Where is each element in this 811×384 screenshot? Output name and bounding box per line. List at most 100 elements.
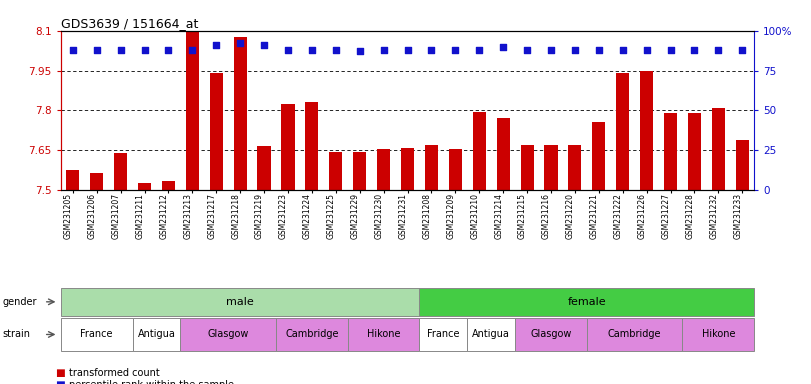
Point (306, 47, 319, 53)
Text: GSM231221: GSM231221 (590, 193, 599, 239)
Text: GSM231207: GSM231207 (112, 193, 121, 239)
Text: GSM231208: GSM231208 (423, 193, 431, 239)
Text: male: male (226, 297, 254, 307)
Text: GSM231215: GSM231215 (518, 193, 527, 239)
Point (736, 47, 749, 53)
Text: GSM231220: GSM231220 (566, 193, 575, 239)
Bar (616, 73, 629, 190)
Point (712, 47, 725, 53)
Bar (329, 152, 342, 190)
Bar (569, 145, 581, 190)
Point (496, 43, 509, 50)
Point (688, 47, 701, 53)
Text: GSM231213: GSM231213 (183, 193, 192, 239)
Point (569, 47, 581, 53)
Point (473, 47, 486, 53)
Point (234, 40, 247, 46)
Point (138, 47, 151, 53)
Text: Glasgow: Glasgow (208, 329, 249, 339)
Text: percentile rank within the sample: percentile rank within the sample (69, 380, 234, 384)
Point (616, 47, 629, 53)
Point (448, 47, 461, 53)
Bar (496, 118, 510, 190)
Bar (640, 71, 653, 190)
Bar (448, 149, 462, 190)
Point (354, 48, 367, 55)
Bar (281, 104, 294, 190)
Text: GSM231226: GSM231226 (637, 193, 646, 239)
Bar (736, 140, 749, 190)
Bar (473, 112, 486, 190)
Text: GSM231217: GSM231217 (208, 193, 217, 239)
Point (544, 47, 557, 53)
Bar (664, 113, 677, 190)
Point (186, 47, 199, 53)
Point (210, 42, 223, 48)
Text: transformed count: transformed count (69, 368, 160, 378)
Point (664, 47, 677, 53)
Bar (521, 145, 534, 190)
Point (329, 47, 342, 53)
Point (521, 47, 534, 53)
Text: GSM231209: GSM231209 (446, 193, 455, 239)
Bar (353, 152, 367, 190)
Text: female: female (568, 297, 606, 307)
Text: GSM231227: GSM231227 (662, 193, 671, 239)
Text: GSM231232: GSM231232 (710, 193, 719, 239)
Text: GDS3639 / 151664_at: GDS3639 / 151664_at (61, 17, 198, 30)
Text: GSM231223: GSM231223 (279, 193, 288, 239)
Text: GSM231214: GSM231214 (494, 193, 503, 239)
Bar (67, 170, 79, 190)
Text: ■: ■ (55, 380, 65, 384)
Point (640, 47, 653, 53)
Text: strain: strain (2, 329, 31, 339)
Text: Hikone: Hikone (702, 329, 735, 339)
Text: GSM231231: GSM231231 (398, 193, 408, 239)
Bar (305, 103, 319, 190)
Text: Hikone: Hikone (367, 329, 401, 339)
Point (401, 47, 414, 53)
Bar (401, 147, 414, 190)
Text: Antigua: Antigua (472, 329, 510, 339)
Bar (162, 181, 175, 190)
Point (425, 47, 438, 53)
Point (258, 42, 271, 48)
Text: GSM231206: GSM231206 (88, 193, 97, 239)
Text: Antigua: Antigua (138, 329, 175, 339)
Bar (138, 184, 151, 190)
Bar (712, 108, 725, 190)
Text: GSM231224: GSM231224 (303, 193, 312, 239)
Text: GSM231230: GSM231230 (375, 193, 384, 239)
Text: GSM231216: GSM231216 (542, 193, 551, 239)
Text: France: France (80, 329, 113, 339)
Bar (210, 73, 223, 190)
Text: GSM231225: GSM231225 (327, 193, 336, 239)
Text: ■: ■ (55, 368, 65, 378)
Text: GSM231228: GSM231228 (685, 193, 694, 239)
Point (90, 47, 103, 53)
Point (281, 47, 294, 53)
Text: GSM231219: GSM231219 (255, 193, 264, 239)
Bar (425, 145, 438, 190)
Bar (544, 145, 558, 190)
Bar (234, 37, 247, 190)
Text: Cambridge: Cambridge (285, 329, 339, 339)
Text: GSM231211: GSM231211 (135, 193, 144, 239)
Point (67, 47, 79, 53)
Text: GSM231218: GSM231218 (231, 193, 240, 239)
Text: GSM231233: GSM231233 (733, 193, 742, 239)
Point (592, 47, 605, 53)
Text: Glasgow: Glasgow (530, 329, 572, 339)
Bar (377, 149, 390, 190)
Bar (186, 31, 199, 190)
Bar (592, 122, 605, 190)
Text: GSM231229: GSM231229 (350, 193, 360, 239)
Point (377, 47, 390, 53)
Point (162, 47, 175, 53)
Text: GSM231210: GSM231210 (470, 193, 479, 239)
Text: GSM231212: GSM231212 (160, 193, 169, 239)
Text: GSM231222: GSM231222 (614, 193, 623, 239)
Text: GSM231205: GSM231205 (64, 193, 73, 239)
Text: gender: gender (2, 297, 37, 307)
Point (114, 47, 127, 53)
